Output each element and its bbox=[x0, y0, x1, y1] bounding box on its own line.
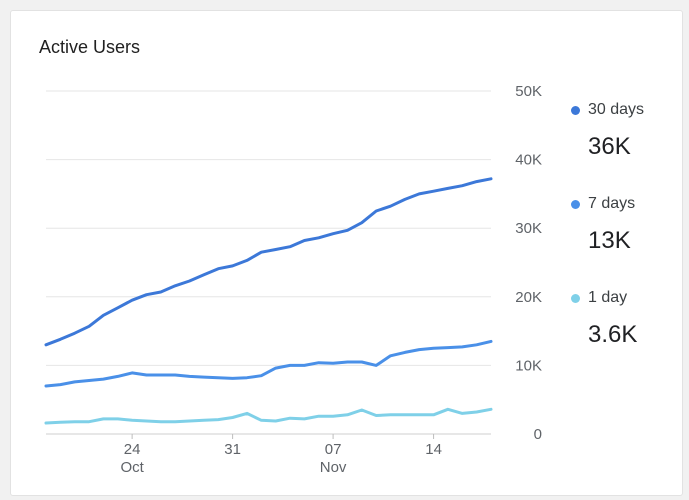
x-tick-label: 14 bbox=[425, 441, 442, 458]
x-tick-label: 31 bbox=[224, 441, 241, 458]
legend-label: 30 days bbox=[588, 101, 645, 118]
x-tick-sublabel: Nov bbox=[320, 459, 347, 476]
y-tick-label: 10K bbox=[515, 357, 542, 374]
series-line-1-day[interactable] bbox=[44, 407, 493, 425]
legend-dot bbox=[571, 199, 580, 209]
x-tick-sublabel: Oct bbox=[120, 459, 144, 476]
y-tick-label: 20K bbox=[515, 289, 542, 306]
legend-item-7-days[interactable]: 7 days 13K bbox=[571, 195, 681, 289]
y-tick-label: 0 bbox=[534, 426, 542, 443]
card-title: Active Users bbox=[39, 37, 141, 57]
series-line-7-days[interactable] bbox=[44, 339, 493, 388]
x-tick-label: 07 bbox=[325, 441, 342, 458]
y-tick-label: 30K bbox=[515, 220, 542, 237]
legend-value: 13K bbox=[588, 227, 631, 254]
chart-grid bbox=[46, 90, 491, 439]
active-users-card: Active Users 0 10K 20K 30K 40K 50K 24 Oct 31 07 N… bbox=[10, 10, 683, 496]
x-tick-label: 24 bbox=[124, 441, 141, 458]
legend-label: 1 day bbox=[588, 289, 628, 306]
legend-dot bbox=[571, 105, 580, 115]
y-tick-label: 40K bbox=[515, 152, 542, 169]
y-axis-labels: 0 10K 20K 30K 40K 50K bbox=[515, 83, 542, 443]
chart-legend: 30 days 36K 7 days 13K 1 day 3.6K bbox=[571, 101, 681, 383]
series-line-30-days[interactable] bbox=[44, 177, 493, 347]
legend-item-30-days[interactable]: 30 days 36K bbox=[571, 101, 681, 195]
chart-series bbox=[44, 177, 493, 425]
legend-dot bbox=[571, 293, 580, 303]
y-tick-label: 50K bbox=[515, 83, 542, 100]
legend-label: 7 days bbox=[588, 195, 636, 212]
legend-value: 36K bbox=[588, 133, 631, 160]
legend-value: 3.6K bbox=[588, 321, 638, 348]
legend-item-1-day[interactable]: 1 day 3.6K bbox=[571, 289, 681, 383]
